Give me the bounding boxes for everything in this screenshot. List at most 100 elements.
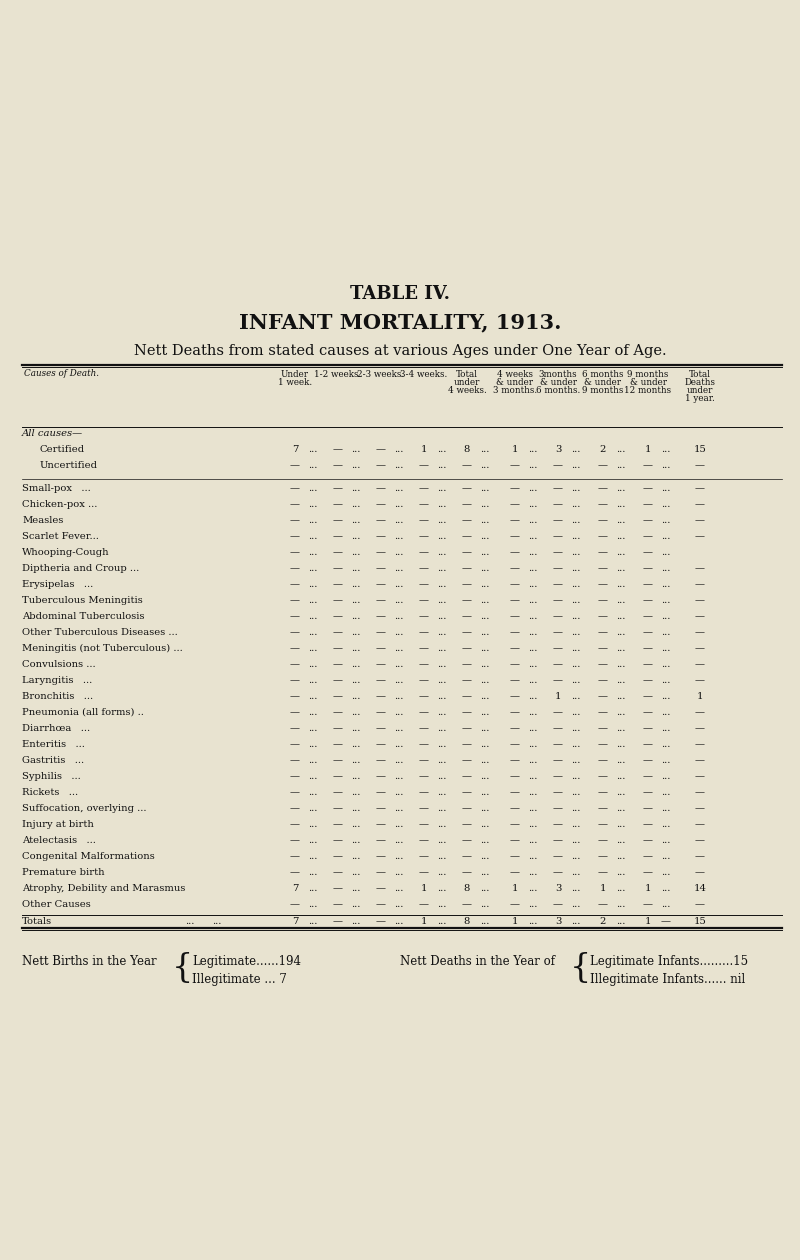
Text: ...: ... [394, 677, 404, 685]
Text: —: — [333, 917, 343, 926]
Text: —: — [462, 461, 472, 470]
Text: ...: ... [662, 580, 670, 588]
Text: ...: ... [528, 740, 538, 748]
Text: ...: ... [616, 500, 626, 509]
Text: & under: & under [630, 378, 666, 387]
Text: ...: ... [308, 564, 318, 573]
Text: —: — [510, 532, 520, 541]
Text: Under: Under [281, 370, 309, 379]
Text: —: — [290, 804, 300, 813]
Text: Total: Total [689, 370, 711, 379]
Text: ...: ... [662, 517, 670, 525]
Text: ...: ... [528, 461, 538, 470]
Text: Syphilis   ...: Syphilis ... [22, 772, 81, 781]
Text: ...: ... [308, 596, 318, 605]
Text: 8: 8 [464, 445, 470, 454]
Text: ...: ... [571, 917, 581, 926]
Text: —: — [553, 852, 563, 861]
Text: —: — [462, 596, 472, 605]
Text: ...: ... [438, 596, 446, 605]
Text: ...: ... [571, 548, 581, 557]
Text: ...: ... [308, 772, 318, 781]
Text: INFANT MORTALITY, 1913.: INFANT MORTALITY, 1913. [238, 312, 562, 331]
Text: ...: ... [528, 900, 538, 908]
Text: —: — [290, 820, 300, 829]
Text: Diptheria and Croup ...: Diptheria and Croup ... [22, 564, 139, 573]
Text: ...: ... [616, 461, 626, 470]
Text: ...: ... [616, 677, 626, 685]
Text: —: — [376, 484, 386, 493]
Text: ...: ... [528, 868, 538, 877]
Text: ...: ... [480, 740, 490, 748]
Text: ...: ... [351, 500, 361, 509]
Text: ...: ... [308, 548, 318, 557]
Text: —: — [695, 724, 705, 733]
Text: —: — [376, 885, 386, 893]
Text: —: — [290, 596, 300, 605]
Text: ...: ... [308, 612, 318, 621]
Text: ...: ... [480, 612, 490, 621]
Text: ...: ... [571, 756, 581, 765]
Text: —: — [510, 461, 520, 470]
Text: ...: ... [616, 885, 626, 893]
Text: —: — [333, 708, 343, 717]
Text: ...: ... [662, 772, 670, 781]
Text: —: — [643, 852, 653, 861]
Text: ...: ... [394, 788, 404, 798]
Text: —: — [333, 660, 343, 669]
Text: Abdominal Tuberculosis: Abdominal Tuberculosis [22, 612, 145, 621]
Text: ...: ... [351, 852, 361, 861]
Text: —: — [643, 596, 653, 605]
Text: 1: 1 [512, 445, 518, 454]
Text: —: — [333, 885, 343, 893]
Text: ...: ... [394, 740, 404, 748]
Text: Illegitimate ... 7: Illegitimate ... 7 [192, 973, 287, 987]
Text: —: — [598, 627, 608, 638]
Text: ...: ... [351, 788, 361, 798]
Text: ...: ... [394, 461, 404, 470]
Text: —: — [376, 517, 386, 525]
Text: ...: ... [571, 627, 581, 638]
Text: ...: ... [616, 548, 626, 557]
Text: —: — [598, 596, 608, 605]
Text: ...: ... [308, 724, 318, 733]
Text: ...: ... [662, 644, 670, 653]
Text: ...: ... [528, 517, 538, 525]
Text: ...: ... [616, 820, 626, 829]
Text: ...: ... [571, 445, 581, 454]
Text: 6 months: 6 months [582, 370, 624, 379]
Text: —: — [553, 532, 563, 541]
Text: ...: ... [571, 644, 581, 653]
Text: ...: ... [662, 461, 670, 470]
Text: ...: ... [351, 772, 361, 781]
Text: ...: ... [571, 772, 581, 781]
Text: —: — [333, 820, 343, 829]
Text: ...: ... [308, 868, 318, 877]
Text: —: — [419, 548, 429, 557]
Text: —: — [643, 835, 653, 845]
Text: 14: 14 [694, 885, 706, 893]
Text: 12 months: 12 months [625, 386, 671, 394]
Text: —: — [510, 580, 520, 588]
Text: —: — [598, 868, 608, 877]
Text: —: — [695, 900, 705, 908]
Text: Injury at birth: Injury at birth [22, 820, 94, 829]
Text: —: — [553, 740, 563, 748]
Text: —: — [376, 564, 386, 573]
Text: —: — [376, 660, 386, 669]
Text: —: — [333, 627, 343, 638]
Text: 1: 1 [421, 885, 427, 893]
Text: —: — [695, 517, 705, 525]
Text: —: — [462, 788, 472, 798]
Text: ...: ... [616, 445, 626, 454]
Text: —: — [695, 740, 705, 748]
Text: ...: ... [616, 804, 626, 813]
Text: Enteritis   ...: Enteritis ... [22, 740, 85, 748]
Text: —: — [510, 820, 520, 829]
Text: ...: ... [438, 788, 446, 798]
Text: ...: ... [662, 445, 670, 454]
Text: ...: ... [438, 804, 446, 813]
Text: ...: ... [480, 788, 490, 798]
Text: 1 year.: 1 year. [685, 394, 715, 403]
Text: —: — [553, 548, 563, 557]
